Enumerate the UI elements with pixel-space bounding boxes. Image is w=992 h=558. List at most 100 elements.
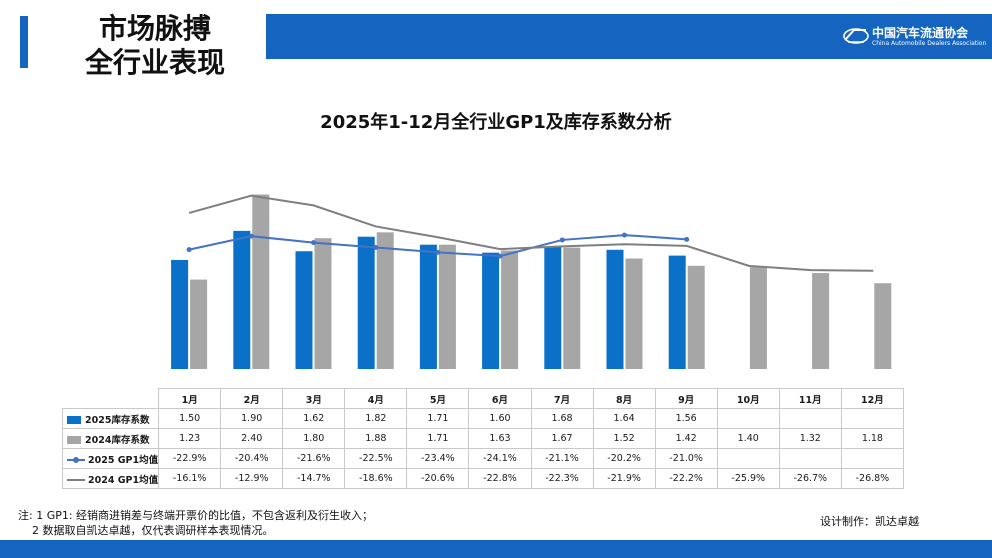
data-label-cell: -16.1% bbox=[158, 468, 222, 489]
data-label-cell: -14.7% bbox=[282, 468, 346, 489]
data-label-cell: 1.32 bbox=[778, 428, 842, 449]
data-label-cell: 1.52 bbox=[592, 428, 656, 449]
data-label-cell: 1.62 bbox=[282, 408, 346, 429]
chart-plot-area bbox=[171, 194, 892, 369]
data-label-cell: -21.9% bbox=[592, 468, 656, 489]
bar-2025-1 bbox=[171, 259, 189, 369]
table-row: 2025库存系数 1.50 1.90 1.62 1.82 1.71 1.60 1.68 1.64… bbox=[61, 408, 905, 429]
data-label-cell: 1.56 bbox=[654, 408, 718, 429]
data-label-cell: 1.42 bbox=[654, 428, 718, 449]
data-label-cell: 1.68 bbox=[530, 408, 594, 429]
data-label-cell: -24.1% bbox=[468, 448, 532, 469]
tick-label-month-8: 8月 bbox=[592, 388, 656, 409]
legend-label: 2024库存系数 bbox=[85, 434, 150, 446]
data-label-cell: -12.9% bbox=[220, 468, 284, 489]
bar-2025-4 bbox=[357, 236, 375, 369]
bar-2024-1 bbox=[190, 279, 208, 369]
bar-2025-3 bbox=[295, 251, 313, 369]
data-label-cell: -22.3% bbox=[530, 468, 594, 489]
data-label-cell: -18.6% bbox=[344, 468, 408, 489]
data-label-cell: 1.71 bbox=[406, 428, 470, 449]
tick-label-month-2: 2月 bbox=[220, 388, 284, 409]
point-2025-gp1-5 bbox=[435, 249, 441, 255]
tick-label-month-12: 12月 bbox=[840, 388, 905, 409]
bar-2024-2 bbox=[252, 194, 270, 369]
legend-swatch bbox=[67, 476, 85, 484]
data-label-cell: 1.18 bbox=[840, 428, 905, 449]
tick-label-month-6: 6月 bbox=[468, 388, 532, 409]
table-row: 2024 GP1均值 -16.1% -12.9% -14.7% -18.6% -20.6%… bbox=[61, 468, 905, 489]
data-label-cell: 1.88 bbox=[344, 428, 408, 449]
credit-text: 设计制作：凯达卓越 bbox=[820, 515, 919, 528]
footnote-line2: 2 数据取自凯达卓越，仅代表调研样本表现情况。 bbox=[32, 524, 274, 537]
bar-2024-12 bbox=[874, 283, 892, 369]
data-label-cell bbox=[716, 448, 780, 469]
header-band bbox=[266, 14, 992, 59]
data-label-cell: -23.4% bbox=[406, 448, 470, 469]
data-label-cell: -20.4% bbox=[220, 448, 284, 469]
legend-swatch bbox=[67, 416, 81, 424]
legend-label: 2024 GP1均值 bbox=[88, 474, 159, 486]
data-label-cell: 1.60 bbox=[468, 408, 532, 429]
section-title-line2: 全行业表现 bbox=[84, 46, 225, 79]
legend-label: 2025 GP1均值 bbox=[88, 454, 159, 466]
data-label-cell: 1.40 bbox=[716, 428, 780, 449]
bar-2024-8 bbox=[625, 258, 643, 369]
bar-2025-8 bbox=[606, 249, 624, 369]
car-logo-icon bbox=[843, 28, 869, 44]
data-label-cell: -22.8% bbox=[468, 468, 532, 489]
data-label-cell: 1.63 bbox=[468, 428, 532, 449]
tick-label-month-5: 5月 bbox=[406, 388, 470, 409]
point-2025-gp1-4 bbox=[373, 245, 379, 250]
legend-entry: 2025库存系数 bbox=[61, 408, 160, 429]
data-label-cell bbox=[716, 408, 780, 429]
data-label-cell: -21.0% bbox=[654, 448, 718, 469]
legend-swatch bbox=[67, 456, 85, 464]
point-2025-gp1-9 bbox=[684, 236, 690, 242]
bar-2024-7 bbox=[563, 247, 581, 369]
chart-title: 2025年1-12月全行业GP1及库存系数分析 bbox=[320, 112, 672, 133]
point-2025-gp1-3 bbox=[311, 240, 316, 246]
legend-swatch bbox=[67, 436, 81, 444]
bar-2024-10 bbox=[749, 267, 767, 369]
data-label-cell: 1.64 bbox=[592, 408, 656, 429]
bar-2025-6 bbox=[482, 252, 500, 369]
tick-label-month-1: 1月 bbox=[158, 388, 222, 409]
logo-text-en: China Automobile Dealers Association bbox=[872, 40, 987, 47]
data-label-cell bbox=[778, 408, 842, 429]
data-label-cell: 1.23 bbox=[158, 428, 222, 449]
data-label-cell: 1.82 bbox=[344, 408, 408, 429]
legend-entry: 2024 GP1均值 bbox=[61, 468, 160, 489]
tick-label-month-3: 3月 bbox=[282, 388, 346, 409]
bar-2024-3 bbox=[314, 238, 332, 369]
line-2024-gp1 bbox=[188, 194, 874, 272]
footnote-line1: 注: 1 GP1: 经销商进销差与终端开票价的比值，不包含返利及衍生收入； bbox=[18, 509, 374, 522]
data-label-cell: 1.50 bbox=[158, 408, 222, 429]
data-label-cell: -21.1% bbox=[530, 448, 594, 469]
point-2025-gp1-1 bbox=[186, 247, 192, 253]
point-2025-gp1-7 bbox=[559, 237, 565, 243]
legend-entry: 2024库存系数 bbox=[61, 428, 160, 449]
data-label-cell: 2.40 bbox=[220, 428, 284, 449]
data-label-cell: -22.9% bbox=[158, 448, 222, 469]
logo-text-cn: 中国汽车流通协会 bbox=[872, 26, 969, 40]
data-label-cell: -22.5% bbox=[344, 448, 408, 469]
data-label-cell: -20.6% bbox=[406, 468, 470, 489]
legend-entry: 2025 GP1均值 bbox=[61, 448, 160, 469]
data-label-cell: -22.2% bbox=[654, 468, 718, 489]
table-row: 2025 GP1均值 -22.9% -20.4% -21.6% -22.5% -23.4%… bbox=[61, 448, 905, 469]
point-2025-gp1-2 bbox=[248, 233, 254, 239]
section-title-line1: 市场脉搏 bbox=[98, 12, 211, 45]
table-corner bbox=[63, 389, 159, 409]
bar-2025-2 bbox=[233, 230, 251, 369]
data-table: 1月 2月 3月 4月 5月 6月 7月 8月 9月 10月 11月 12月 2025库存系数 1.50 1… bbox=[61, 388, 905, 489]
tick-label-month-4: 4月 bbox=[344, 388, 408, 409]
data-label-cell: 1.71 bbox=[406, 408, 470, 429]
section-title: 市场脉搏 全行业表现 bbox=[60, 12, 250, 80]
tick-label-month-10: 10月 bbox=[716, 388, 780, 409]
bar-2025-9 bbox=[668, 255, 686, 369]
bar-2024-11 bbox=[812, 273, 830, 369]
data-label-cell: 1.90 bbox=[220, 408, 284, 429]
data-label-cell: 1.67 bbox=[530, 428, 594, 449]
bar-2024-6 bbox=[501, 250, 519, 369]
